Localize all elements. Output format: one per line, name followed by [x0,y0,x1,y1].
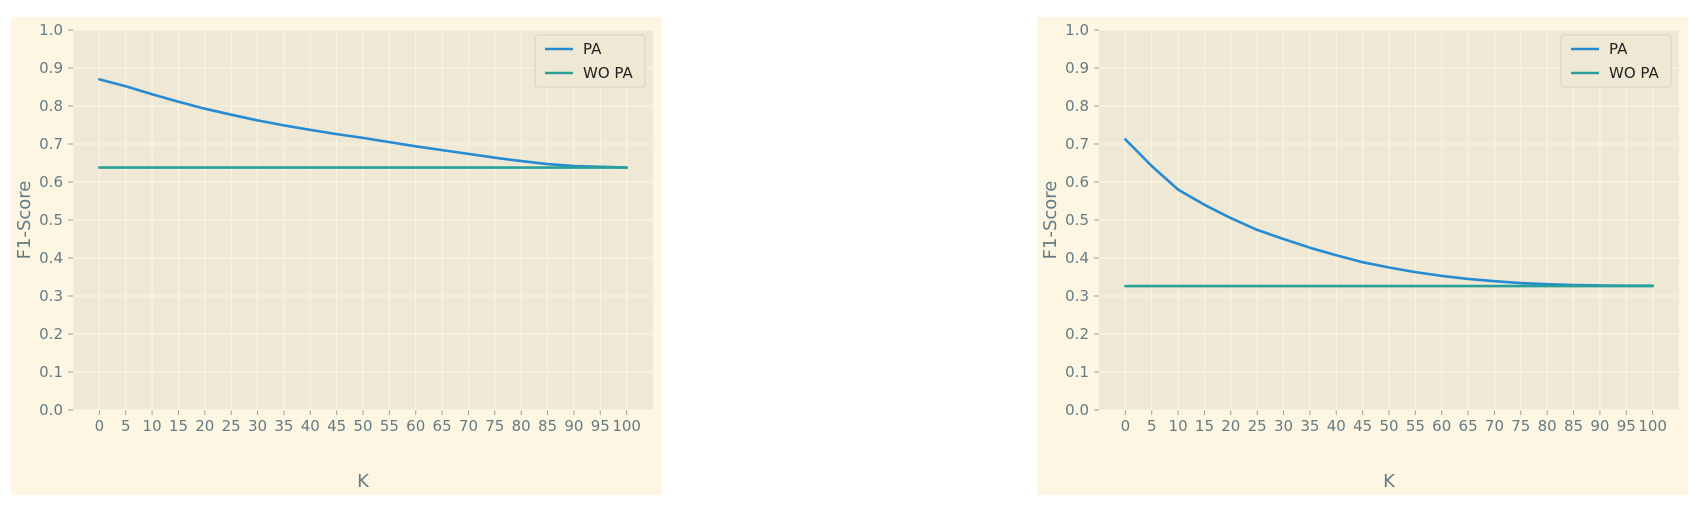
legend-label: PA [583,40,602,58]
x-tick-label: 65 [433,417,452,435]
legend-label: WO PA [1609,64,1659,82]
x-tick-label: 0 [1121,417,1131,435]
x-tick-label: 35 [274,417,293,435]
x-tick-label: 0 [95,417,105,435]
y-tick-label: 1.0 [1065,21,1089,39]
y-tick-label: 0.1 [39,363,63,381]
legend-label: PA [1609,40,1628,58]
x-tick-label: 100 [1638,417,1667,435]
x-tick-label: 25 [222,417,241,435]
x-tick-label: 30 [1274,417,1293,435]
legend: PA WO PA [1560,34,1672,88]
x-tick-label: 20 [195,417,214,435]
y-tick-label: 0.2 [39,325,63,343]
x-tick-label: 5 [1147,417,1157,435]
x-tick-label: 70 [459,417,478,435]
x-tick-label: 60 [1432,417,1451,435]
x-tick-label: 75 [485,417,504,435]
x-tick-label: 15 [169,417,188,435]
x-tick-label: 100 [612,417,641,435]
x-tick-label: 55 [1406,417,1425,435]
line-chart-right: 0 5 10 15 20 25 30 35 40 45 50 55 60 65 70 75 80 85 90 95 10… [1040,21,1679,492]
x-tick-label: 60 [406,417,425,435]
chart-panel-right: 0 5 10 15 20 25 30 35 40 45 50 55 60 65 70 75 80 85 90 95 10… [1037,17,1688,495]
x-tick-label: 90 [1590,417,1609,435]
x-tick-label: 10 [1169,417,1188,435]
y-tick-label: 0.6 [39,173,63,191]
x-axis-label: K [1383,471,1396,492]
x-tick-label: 85 [1564,417,1583,435]
x-tick-label: 45 [327,417,346,435]
y-tick-label: 0.2 [1065,325,1089,343]
x-tick-label: 95 [1617,417,1636,435]
y-tick-label: 0.3 [39,287,63,305]
y-tick-label: 0.7 [1065,135,1089,153]
y-tick-label: 0.0 [39,401,63,419]
x-tick-label: 20 [1221,417,1240,435]
series-line-pa [1124,138,1654,288]
series-line-pa [98,78,628,169]
x-tick-label: 40 [301,417,320,435]
x-tick-label: 70 [1485,417,1504,435]
line-chart-left: 0 5 10 15 20 25 30 35 40 45 50 55 60 65 70 75 80 85 90 95 10… [14,21,653,492]
y-tick-label: 0.6 [1065,173,1089,191]
x-tick-label: 80 [1538,417,1557,435]
x-tick-label: 80 [512,417,531,435]
x-tick-label: 10 [143,417,162,435]
x-tick-label: 95 [591,417,610,435]
y-tick-label: 0.3 [1065,287,1089,305]
y-tick-label: 0.0 [1065,401,1089,419]
x-tick-label: 35 [1300,417,1319,435]
x-tick-label: 55 [380,417,399,435]
x-tick-label: 50 [353,417,372,435]
y-tick-label: 0.7 [39,135,63,153]
x-tick-label: 75 [1511,417,1530,435]
y-tick-label: 0.9 [1065,59,1089,77]
chart-panel-left: 0 5 10 15 20 25 30 35 40 45 50 55 60 65 70 75 80 85 90 95 10… [11,17,662,495]
x-tick-label: 90 [564,417,583,435]
y-tick-label: 0.1 [1065,363,1089,381]
x-tick-label: 50 [1379,417,1398,435]
y-tick-label: 0.4 [1065,249,1089,267]
y-axis-label: F1-Score [1040,181,1061,260]
y-tick-label: 0.8 [39,97,63,115]
y-tick-label: 0.9 [39,59,63,77]
x-tick-label: 30 [248,417,267,435]
x-tick-label: 85 [538,417,557,435]
x-tick-label: 5 [121,417,131,435]
y-tick-label: 1.0 [39,21,63,39]
y-tick-label: 0.8 [1065,97,1089,115]
x-tick-label: 40 [1327,417,1346,435]
y-axis-label: F1-Score [14,181,35,260]
legend-label: WO PA [583,64,633,82]
x-tick-label: 65 [1459,417,1478,435]
y-tick-label: 0.5 [39,211,63,229]
x-tick-label: 45 [1353,417,1372,435]
x-axis-label: K [357,471,370,492]
x-tick-label: 25 [1248,417,1267,435]
y-tick-label: 0.5 [1065,211,1089,229]
y-tick-label: 0.4 [39,249,63,267]
legend: PA WO PA [534,34,646,88]
x-tick-label: 15 [1195,417,1214,435]
